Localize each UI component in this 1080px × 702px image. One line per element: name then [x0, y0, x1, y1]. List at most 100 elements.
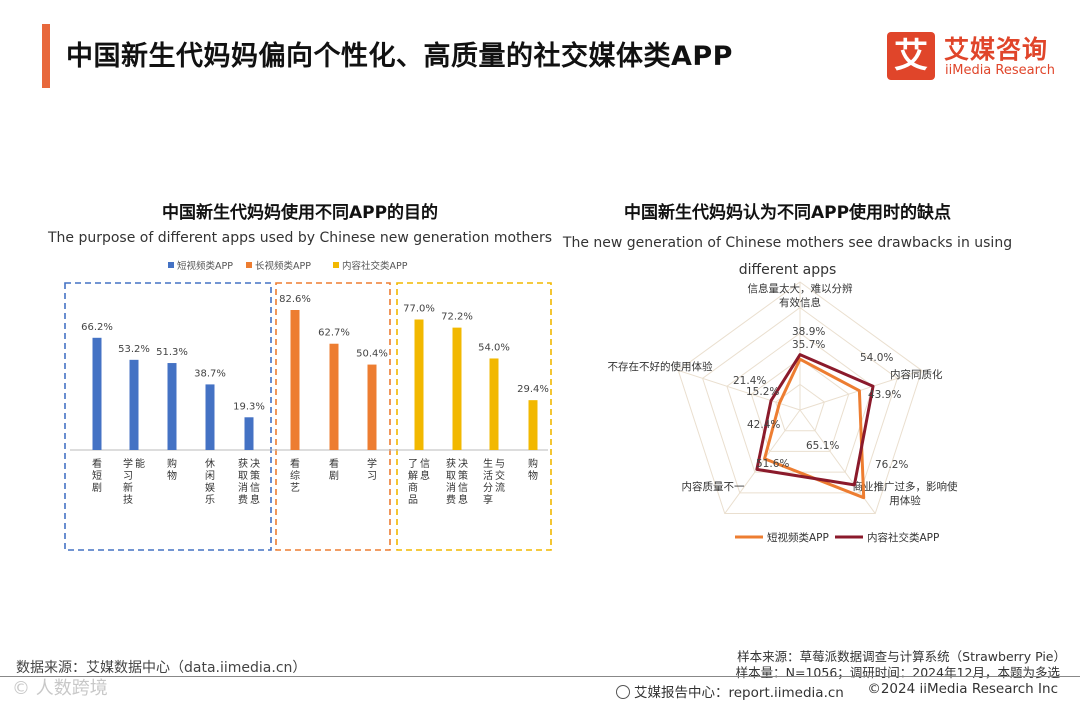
category-label-char: 消: [238, 481, 248, 494]
bar: [167, 363, 177, 450]
radar-axis-label: 不存在不好的使用体验: [608, 360, 713, 373]
bar-value-label: 51.3%: [156, 347, 188, 358]
bar: [290, 310, 300, 450]
radar-value-label: 65.1%: [806, 440, 839, 452]
category-label-char: 取: [238, 470, 248, 482]
bar-value-label: 77.0%: [403, 303, 435, 314]
category-label-char: 闲: [205, 469, 215, 482]
page-title: 中国新生代妈妈偏向个性化、高质量的社交媒体类APP: [66, 41, 733, 72]
category-label-char: 娱: [205, 481, 215, 494]
bar-chart-title: 中国新生代妈妈使用不同APP的目的: [161, 203, 439, 223]
radar-chart-subtitle: The new generation of Chinese mothers se…: [562, 235, 1013, 278]
category-label-char: 策: [250, 469, 260, 482]
copyright: ©2024 iiMedia Research Inc: [867, 681, 1058, 697]
bar-value-label: 29.4%: [517, 384, 549, 395]
radar-grid-ring: [702, 306, 898, 494]
category-label-char: 费: [446, 493, 456, 506]
radar-value-label: 43.9%: [868, 389, 901, 401]
category-label-char: 商: [408, 481, 418, 494]
radar-legend-label: 内容社交类APP: [867, 531, 939, 544]
category-label-char: 解: [408, 469, 418, 482]
category-label-char: 流: [495, 481, 505, 494]
category-label-char: 消: [446, 481, 456, 494]
radar-axis-label: 内容同质化: [890, 368, 943, 381]
category-label-char: 剧: [92, 482, 102, 494]
radar-axis-label: 有效信息: [779, 296, 821, 309]
bar-value-label: 82.6%: [279, 294, 311, 305]
report-center[interactable]: 艾媒报告中心：report.iimedia.cn: [616, 681, 844, 701]
radar-axis-label: 信息量太大，难以分辨: [748, 282, 853, 295]
radar-spoke: [799, 369, 922, 411]
logo-cn-text: 艾媒咨询: [944, 35, 1049, 64]
category-label-char: 休: [205, 458, 215, 470]
radar-value-label: 21.4%: [733, 375, 766, 387]
bar: [205, 384, 215, 450]
bar: [92, 337, 102, 450]
category-label-char: 习: [367, 471, 377, 482]
bar-chart-subtitle: The purpose of different apps used by Ch…: [47, 230, 553, 246]
category-label-char: 购: [167, 457, 177, 470]
bar: [129, 359, 139, 450]
category-label-char: 获: [238, 458, 248, 470]
category-label-char: 息: [420, 469, 430, 482]
category-label-char: 物: [167, 469, 177, 482]
category-label-char: 活: [483, 470, 493, 482]
title-accent-bar: [42, 24, 50, 88]
logo-mark: 艾: [887, 32, 935, 80]
radar-value-label: 76.2%: [875, 459, 908, 471]
category-label-char: 看: [92, 457, 102, 470]
legend-label: 长视频类APP: [255, 260, 311, 272]
category-label-char: 决: [458, 458, 468, 470]
category-label-char: 取: [446, 470, 456, 482]
category-label-char: 信: [420, 458, 430, 470]
category-label-char: 分: [483, 482, 493, 494]
footer-divider: [0, 676, 1080, 677]
report-center-text: 艾媒报告中心：report.iimedia.cn: [634, 685, 844, 701]
bar-value-label: 38.7%: [194, 368, 226, 379]
category-label-char: 综: [290, 469, 300, 482]
group-dashed-frame: [64, 282, 272, 551]
radar-axis-label: 商业推广过多，影响使: [853, 480, 958, 493]
radar-value-label: 35.7%: [792, 339, 825, 351]
radar-value-label: 51.6%: [756, 458, 789, 470]
bar: [367, 364, 377, 450]
category-label-char: 与: [495, 458, 505, 470]
category-label-char: 购: [528, 457, 538, 470]
radar-grid-ring: [750, 358, 850, 452]
iimedia-logo: 艾 艾媒咨询 iiMedia Research: [887, 30, 1067, 82]
globe-icon: [616, 685, 630, 699]
bar: [414, 319, 424, 450]
category-label-char: 乐: [205, 494, 215, 506]
radar-series-line: [755, 353, 875, 487]
radar-chart-title: 中国新生代妈妈认为不同APP使用时的缺点: [623, 203, 952, 223]
bar-value-label: 54.0%: [478, 342, 510, 353]
category-label-char: 了: [408, 458, 418, 470]
sample-source: 样本来源：草莓派数据调查与计算系统（Strawberry Pie）: [737, 649, 1066, 664]
radar-grid-ring: [775, 383, 825, 432]
bar: [528, 400, 538, 450]
logo-en-text: iiMedia Research: [945, 63, 1056, 78]
category-label-char: 剧: [329, 470, 339, 482]
category-label-char: 生: [483, 457, 493, 470]
radar-legend-label: 短视频类APP: [767, 531, 829, 544]
watermark: © 人数跨境: [12, 678, 108, 699]
category-label-char: 学: [367, 457, 377, 470]
category-label-char: 习: [123, 471, 133, 482]
category-label-char: 能: [135, 457, 145, 470]
bar-value-label: 66.2%: [81, 322, 113, 333]
category-label-char: 策: [458, 469, 468, 482]
legend-swatch: [333, 262, 339, 268]
bar-value-label: 53.2%: [118, 344, 150, 355]
bar-value-label: 19.3%: [233, 401, 265, 412]
category-label-char: 学: [123, 457, 133, 470]
category-label-char: 技: [123, 493, 133, 506]
legend-swatch: [246, 262, 252, 268]
category-label-char: 信: [458, 482, 468, 494]
category-label-char: 获: [446, 458, 456, 470]
bar: [452, 327, 462, 450]
bar-value-label: 62.7%: [318, 328, 350, 339]
radar-axis-label: 内容质量不一: [682, 480, 745, 493]
legend-label: 内容社交类APP: [342, 260, 408, 272]
category-label-char: 息: [458, 493, 468, 506]
